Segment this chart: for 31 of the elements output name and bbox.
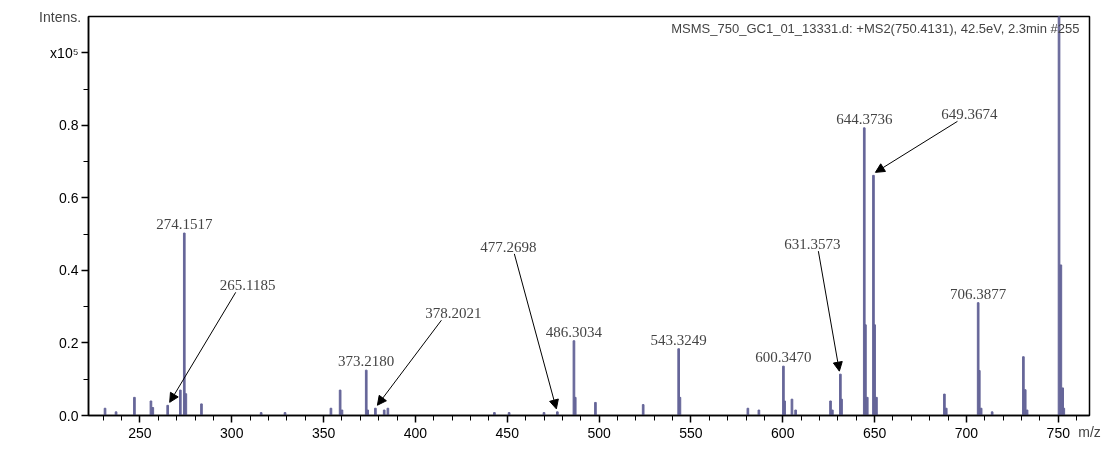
y-tick-label: x10⁵ xyxy=(50,44,79,61)
y-tick-label: 0.6 xyxy=(59,189,79,206)
annotation: 706.3877 xyxy=(950,285,1007,302)
y-tick-label: 0.8 xyxy=(59,117,79,134)
x-tick-label: 300 xyxy=(220,424,244,441)
x-tick-label: 450 xyxy=(495,424,520,441)
y-tick-label: 0.0 xyxy=(59,407,79,424)
x-tick-label: 700 xyxy=(954,424,979,441)
x-tick-label: 750 xyxy=(1046,424,1071,441)
x-tick-label: 350 xyxy=(311,424,336,441)
x-tick-label: 550 xyxy=(679,424,703,441)
annotation: 600.3470 xyxy=(755,349,812,366)
annotation: 543.3249 xyxy=(650,331,707,348)
annotation: 631.3573 xyxy=(784,236,841,253)
x-tick-label: 250 xyxy=(128,424,152,441)
x-axis-title: m/z xyxy=(1078,423,1101,440)
annotation: 644.3736 xyxy=(836,110,893,127)
annotation: 265.1185 xyxy=(219,277,276,294)
annotation: 373.2180 xyxy=(338,353,395,370)
x-tick-label: 500 xyxy=(587,424,611,441)
x-tick-label: 650 xyxy=(862,424,887,441)
y-axis-title: Intens. xyxy=(39,8,82,25)
y-tick-label: 0.4 xyxy=(59,262,79,279)
y-tick-label: 0.2 xyxy=(59,334,79,351)
annotation: 649.3674 xyxy=(941,106,999,123)
annotation: 378.2021 xyxy=(425,305,482,322)
annotation: 477.2698 xyxy=(480,238,537,255)
x-tick-label: 600 xyxy=(771,424,795,441)
annotation: 274.1517 xyxy=(156,216,213,233)
x-tick-label: 400 xyxy=(403,424,428,441)
annotation: 486.3034 xyxy=(545,323,603,340)
